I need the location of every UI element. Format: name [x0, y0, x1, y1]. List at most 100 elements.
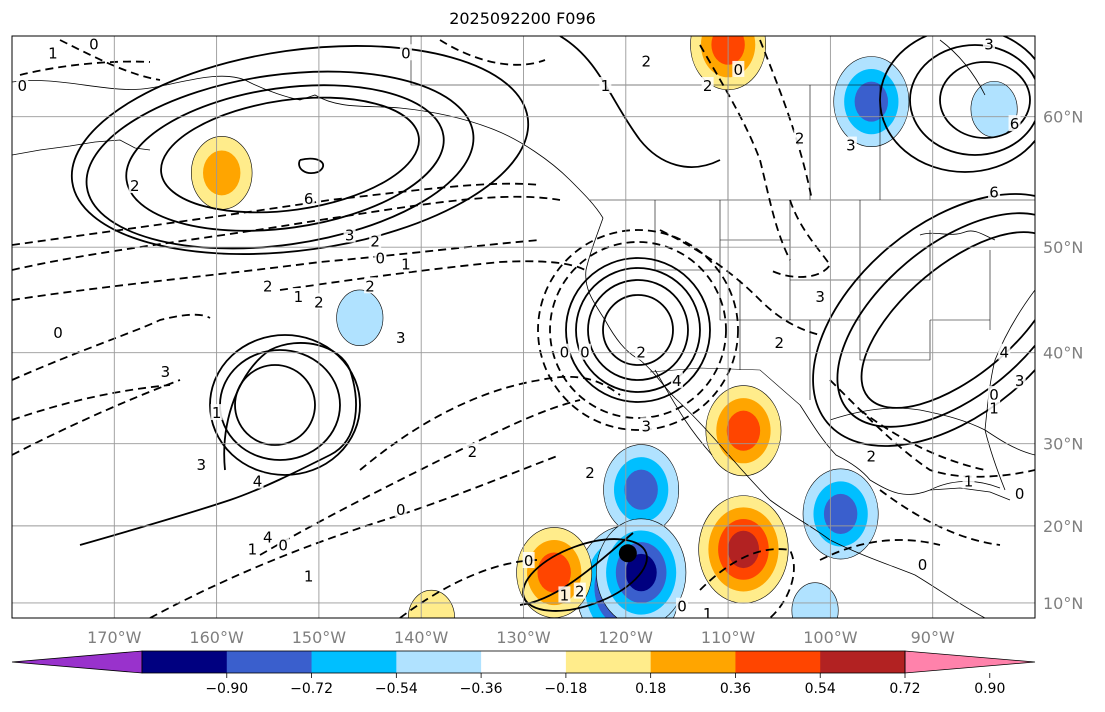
contour-label: 3	[396, 329, 406, 347]
contour-label-bg	[865, 447, 878, 464]
contour-label-bg	[988, 183, 1001, 200]
lon-tick-label: 140°W	[394, 628, 449, 647]
graticule	[12, 36, 1035, 618]
contour-label-bg	[374, 249, 387, 266]
colorbar-tick-label: −0.18	[544, 681, 587, 697]
colorbar-segment	[311, 651, 397, 673]
lat-tick-label: 60°N	[1043, 108, 1083, 127]
contour-label: 3	[1015, 372, 1025, 390]
lon-tick-label: 150°W	[292, 628, 347, 647]
contour-ring	[939, 61, 1031, 139]
storm-center-dot	[618, 544, 637, 563]
colorbar-tick-label: −0.90	[205, 681, 248, 697]
colorbar-extend-low	[11, 650, 143, 674]
contour-label-bg	[277, 536, 290, 553]
contour-label: 0	[89, 36, 99, 54]
contour-label: 0	[580, 344, 590, 362]
contour-label-bg	[52, 324, 65, 341]
contour-label-bg	[670, 372, 683, 389]
contour-label-bg	[599, 77, 612, 94]
contour-label-bg	[635, 343, 648, 360]
contour-ring	[565, 257, 711, 403]
lon-tick-label: 100°W	[803, 628, 858, 647]
contour-line	[149, 454, 561, 618]
contour-label: 2	[703, 77, 713, 95]
contour-label: 0	[1015, 485, 1025, 503]
contour-ring	[575, 267, 701, 393]
longitude-labels: 170°W 160°W 150°W 140°W 130°W 120°W 110°W 100°W…	[87, 628, 955, 647]
state-lines	[654, 200, 991, 400]
contour-label-bg	[343, 226, 356, 243]
lon-tick-label: 110°W	[701, 628, 756, 647]
contour-ring	[234, 364, 316, 446]
contour-line	[12, 195, 561, 271]
lat-tick-label: 50°N	[1043, 238, 1083, 257]
contour-line	[659, 229, 821, 336]
contour-label-bg	[302, 189, 315, 206]
contour-line	[439, 39, 546, 66]
contour-label-bg	[578, 343, 591, 360]
contour-label: 1	[304, 567, 314, 585]
lon-tick-label: 90°W	[911, 628, 955, 647]
colorbar: −0.90 −0.72 −0.54 −0.36 −0.18 0.18 0.36 0.54 0.7…	[11, 650, 1036, 697]
lon-tick-label: 120°W	[599, 628, 654, 647]
contour-line	[59, 39, 161, 81]
contour-label-bg	[195, 455, 208, 472]
contour-ring	[860, 231, 1035, 409]
lat-tick-label: 10°N	[1043, 594, 1083, 613]
contour-label-bg	[522, 552, 535, 569]
contour-label-bg	[251, 472, 264, 489]
anomaly-fill	[726, 410, 761, 451]
contour-label: 0	[734, 61, 744, 79]
contour-label-bg	[558, 586, 571, 603]
anomaly-fill	[791, 582, 839, 618]
contour-line	[519, 532, 634, 606]
contour-label-bg	[558, 343, 571, 360]
contour-label-bg	[261, 277, 274, 294]
colorbar-tick-label: −0.72	[290, 681, 333, 697]
atlantic-coast	[984, 289, 1035, 431]
contour-label-bg	[701, 77, 714, 94]
lat-tick-label: 30°N	[1043, 435, 1083, 454]
contour-label: 2	[774, 334, 784, 352]
contour-label: 4	[253, 473, 263, 491]
contour-label-bg	[640, 52, 653, 69]
contour-line	[19, 60, 151, 76]
contour-line	[12, 182, 541, 246]
height-contours	[70, 36, 1035, 612]
contour-label: 1	[401, 255, 411, 273]
contour-label: 0	[918, 556, 928, 574]
anomaly-fill	[624, 469, 658, 510]
contour-label-bg	[292, 287, 305, 304]
anomaly-shading	[191, 36, 1018, 618]
contour-label-bg	[159, 362, 172, 379]
colorbar-segment	[650, 651, 736, 673]
colorbar-extend-high	[904, 650, 1036, 674]
contour-ring	[85, 70, 475, 250]
contour-label: 0	[17, 77, 27, 95]
contour-label-bg	[1013, 372, 1026, 389]
contour-label-bg	[793, 129, 806, 146]
contour-label-bg	[1008, 115, 1021, 132]
lon-tick-label: 160°W	[189, 628, 244, 647]
contour-label: 0	[524, 552, 534, 570]
contour-label-bg	[16, 77, 29, 94]
contour-line	[298, 157, 324, 174]
florida	[984, 429, 1006, 491]
contour-label: 1	[703, 605, 713, 623]
contour-label: 2	[575, 583, 585, 601]
contour-line	[279, 260, 586, 291]
contour-line	[12, 379, 181, 456]
contour-label-bg	[312, 293, 325, 310]
contour-label-bg	[962, 472, 975, 489]
anomaly-fill	[336, 289, 384, 346]
contour-line	[819, 539, 941, 561]
contour-label: 1	[212, 404, 222, 422]
contour-line	[879, 489, 1001, 546]
contour-line	[359, 375, 621, 471]
contour-label: 1	[964, 473, 974, 491]
cuba	[929, 487, 1011, 501]
contour-ring	[549, 241, 727, 419]
